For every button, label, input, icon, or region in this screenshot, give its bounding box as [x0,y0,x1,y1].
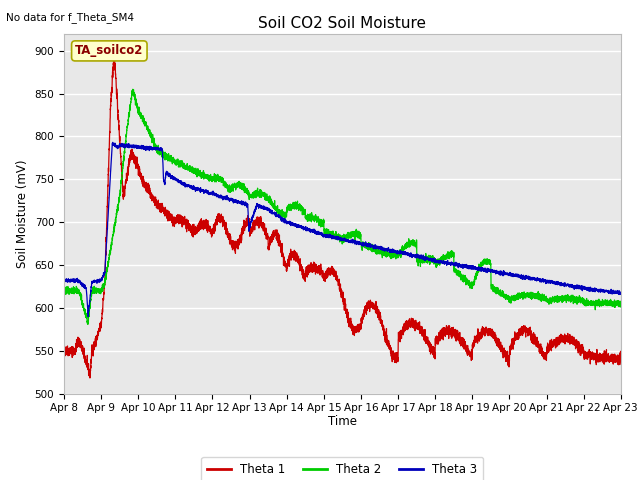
Text: No data for f_Theta_SM4: No data for f_Theta_SM4 [6,12,134,23]
Theta 3 [518,274,526,280]
Theta 3 [84,314,92,320]
Line: Theta 2: Theta 2 [64,89,621,324]
Theta 2 [129,86,137,92]
Theta 1 [161,211,169,216]
Theta 3 [476,265,483,271]
Theta 2 [394,253,402,259]
Theta 3 [161,175,169,181]
Theta 1 [86,375,94,381]
X-axis label: Time: Time [328,415,357,428]
Theta 1 [394,340,402,346]
Y-axis label: Soil Moisture (mV): Soil Moisture (mV) [16,159,29,268]
Theta 2 [476,265,483,271]
Theta 3 [109,140,116,145]
Theta 1 [476,337,483,343]
Line: Theta 3: Theta 3 [64,143,621,317]
Line: Theta 1: Theta 1 [64,50,621,378]
Theta 2 [161,152,169,157]
Legend: Theta 1, Theta 2, Theta 3: Theta 1, Theta 2, Theta 3 [202,457,483,480]
Text: TA_soilco2: TA_soilco2 [75,44,143,58]
Theta 3 [617,290,625,296]
Theta 2 [617,300,625,305]
Theta 3 [273,213,281,218]
Theta 3 [60,278,68,284]
Theta 2 [273,208,281,214]
Theta 1 [422,334,430,340]
Theta 3 [394,249,402,255]
Theta 2 [60,288,68,294]
Title: Soil CO2 Soil Moisture: Soil CO2 Soil Moisture [259,16,426,31]
Theta 1 [60,347,68,352]
Theta 1 [110,48,118,53]
Theta 2 [518,291,526,297]
Theta 2 [422,258,430,264]
Theta 2 [84,321,92,327]
Theta 1 [617,359,625,364]
Theta 1 [518,324,526,330]
Theta 3 [422,256,430,262]
Theta 1 [273,231,281,237]
